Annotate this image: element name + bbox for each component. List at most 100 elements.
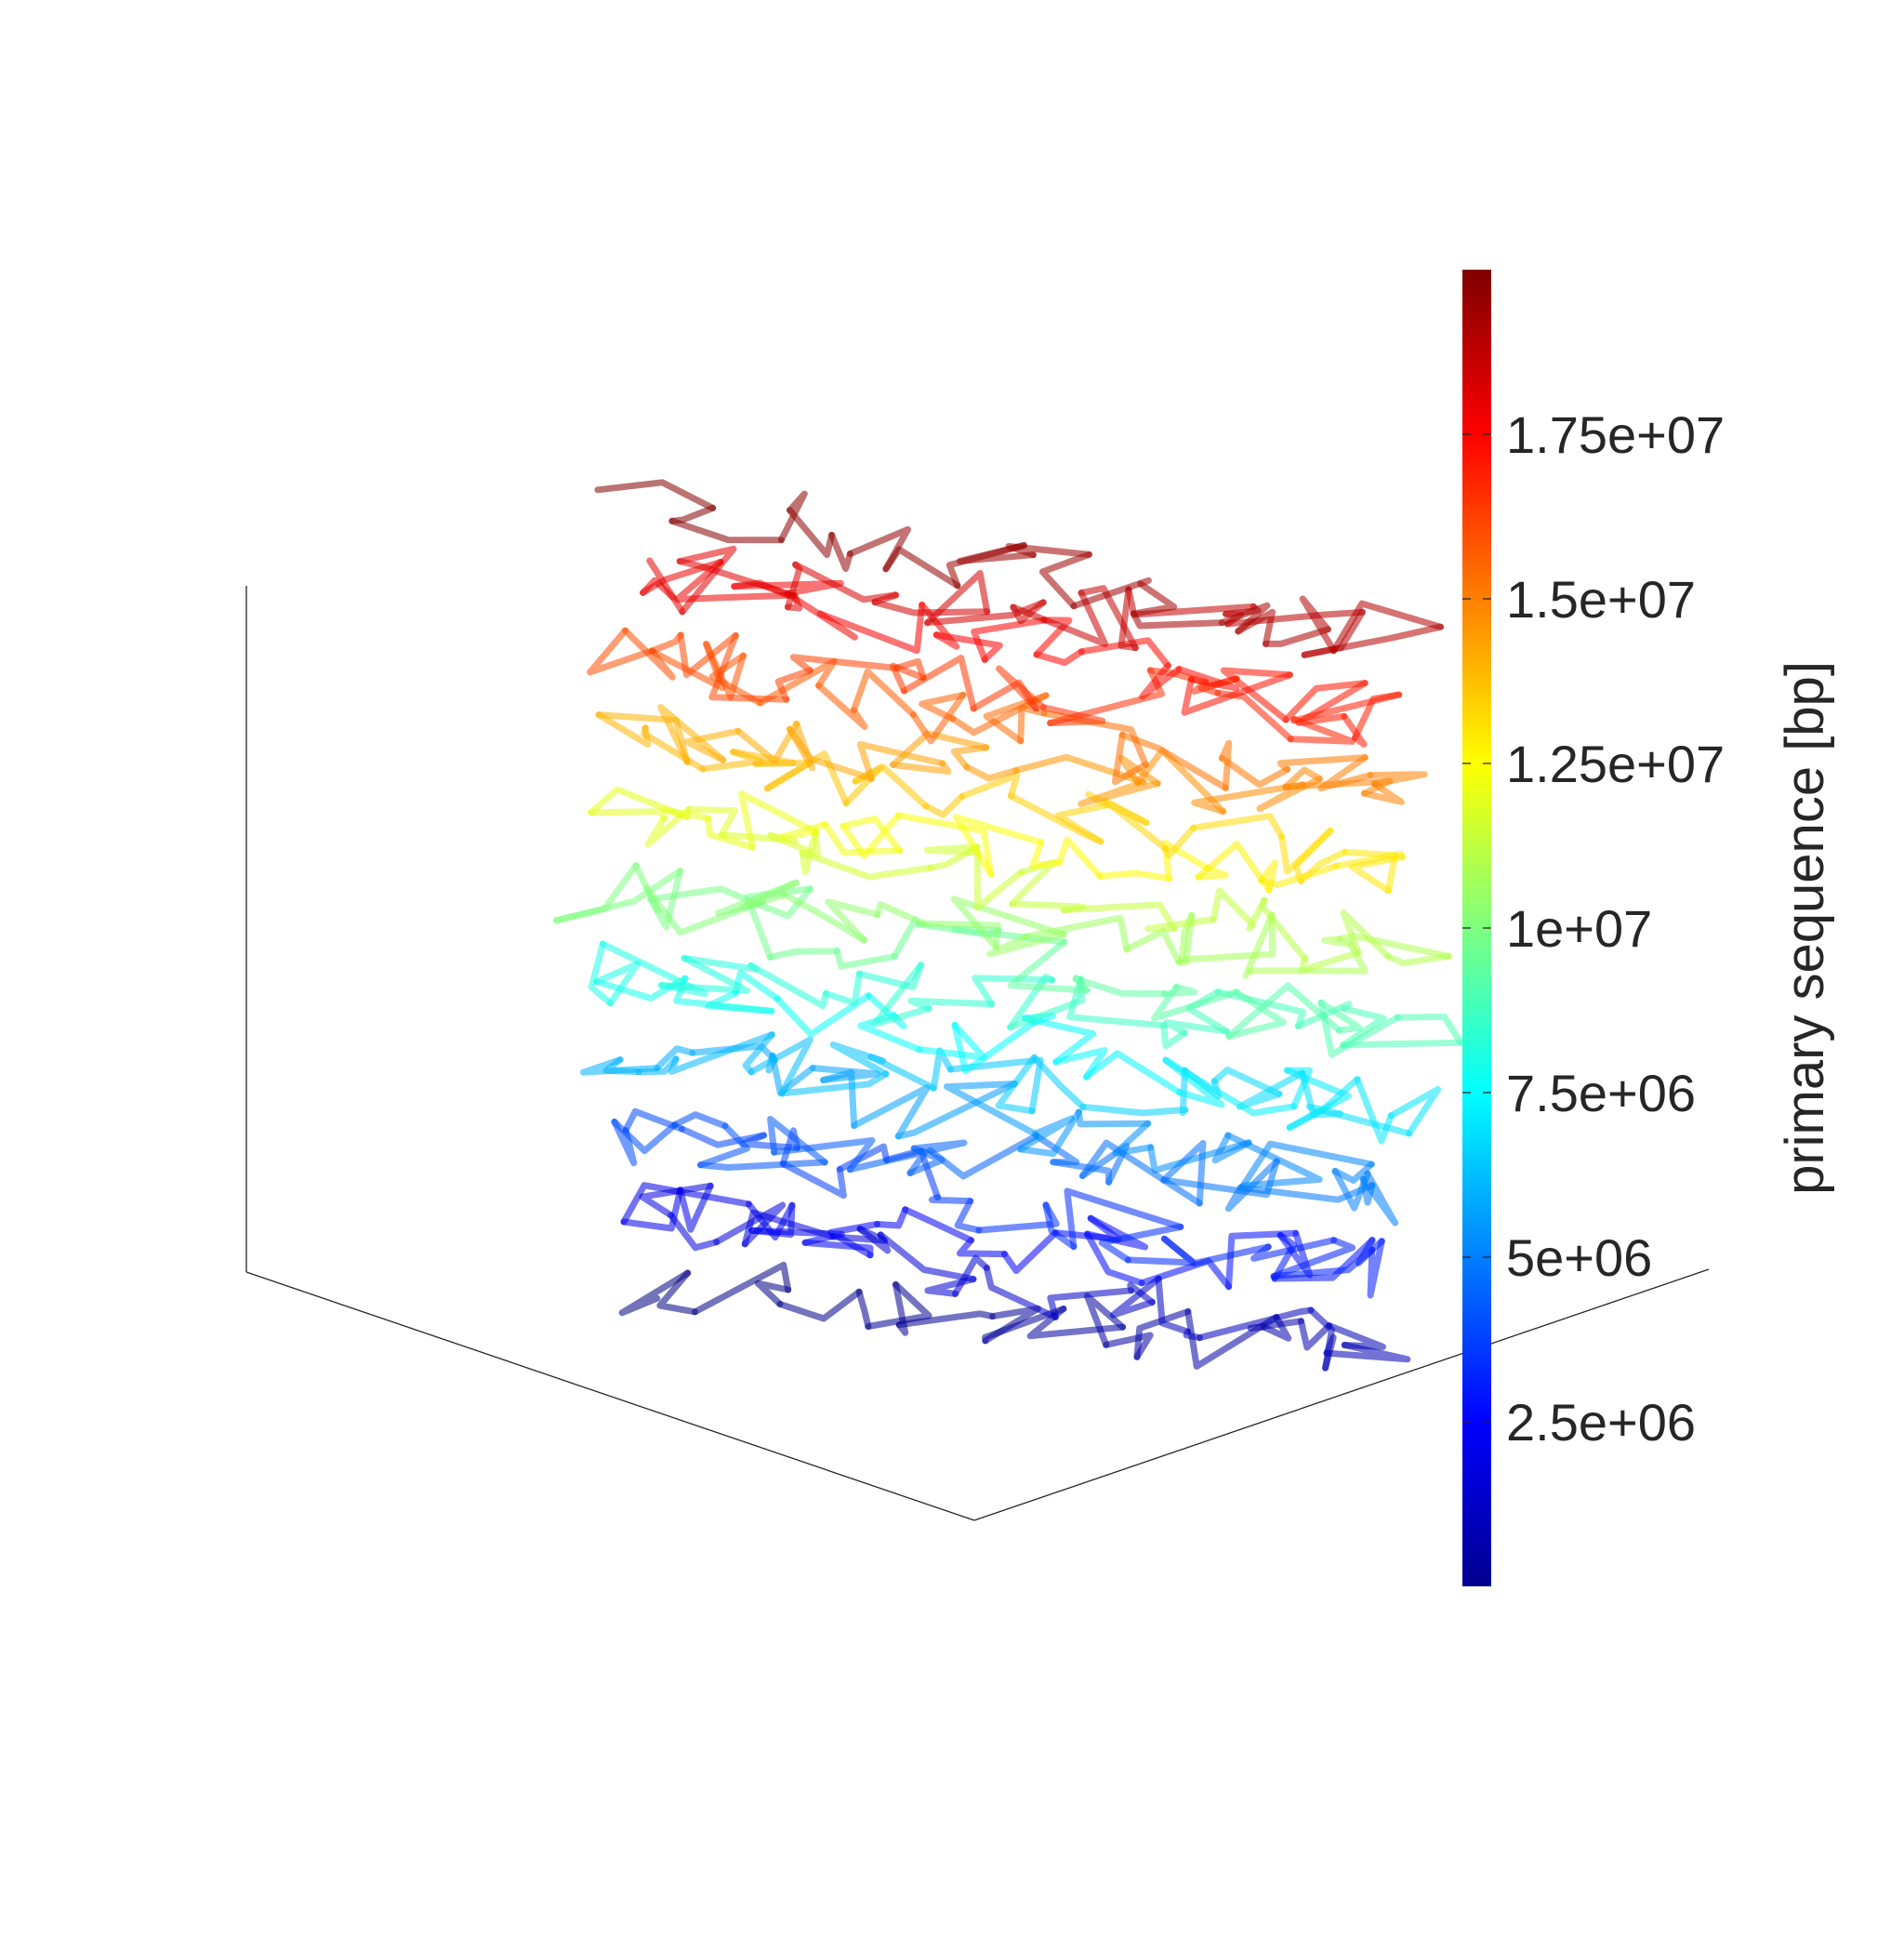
polymer-segment	[975, 1201, 1060, 1234]
polymer-segment	[708, 632, 790, 703]
polymer-segment	[855, 1288, 872, 1330]
polymer-segment	[595, 711, 652, 748]
polymer-segment	[1017, 1115, 1076, 1153]
polymer-segment	[1298, 1318, 1333, 1351]
polymer-segment	[697, 1122, 750, 1169]
polymer-segment	[920, 920, 1001, 950]
polymer-segment	[1162, 1056, 1298, 1117]
axes-frame	[245, 586, 1710, 1521]
polymer-segment	[815, 682, 868, 730]
polymer-segment	[1258, 863, 1340, 888]
polymer-segment	[1029, 839, 1063, 869]
polymer-segment	[658, 954, 751, 994]
polymer-segment	[1010, 590, 1109, 647]
polymer-segment	[1191, 781, 1306, 816]
polymer-segment	[816, 602, 926, 655]
colorbar-tick-label: 1e+07	[1506, 899, 1652, 958]
polymer-segment	[922, 792, 966, 818]
polymer-segment	[799, 828, 819, 876]
polymer-segment	[924, 1276, 977, 1297]
polymer-segment	[1109, 1275, 1162, 1319]
polymer-segment	[1070, 577, 1152, 610]
polymer-segment	[553, 862, 640, 924]
polymer-trace	[553, 479, 1464, 1372]
polymer-segment	[774, 667, 813, 703]
polymer-segment	[1160, 1022, 1188, 1050]
polymer-segment	[1112, 1120, 1155, 1157]
polymer-segment	[907, 997, 995, 1012]
polymer-segment	[949, 692, 1050, 736]
polymer-segment	[1278, 827, 1334, 875]
polymer-segment	[1021, 1014, 1097, 1066]
polymer-segment	[1196, 1306, 1315, 1342]
polymer-segment	[668, 517, 785, 544]
polymer-segment	[1270, 1238, 1385, 1280]
polymer-segment	[778, 821, 828, 841]
polymer-segment	[1323, 1342, 1411, 1363]
polymer-segment	[1147, 1139, 1252, 1174]
polymer-segment	[734, 720, 800, 764]
polymer-segment	[1225, 982, 1342, 1040]
polymer-segment	[1162, 1056, 1225, 1108]
polymer-segment	[1072, 975, 1091, 994]
polymer-segment	[909, 691, 967, 745]
polymer-segment	[825, 898, 881, 944]
polymer-segment	[1098, 1223, 1184, 1264]
polymer-segment	[602, 1056, 642, 1076]
polymer-segment	[1117, 586, 1139, 652]
polymer-segment	[1340, 1039, 1464, 1049]
polymer-segment	[699, 749, 764, 773]
polymer-segment	[1000, 1229, 1059, 1275]
polymer-segment	[1030, 1054, 1087, 1110]
colorbar-tick-label: 1.75e+07	[1506, 405, 1725, 464]
polymer-segment	[588, 940, 614, 1007]
polymer-segment	[1359, 1170, 1399, 1227]
polymer-segment	[745, 1200, 796, 1241]
polymer-segment	[677, 631, 739, 679]
polymer-segment	[1009, 900, 1086, 913]
polymer-segment	[1352, 691, 1403, 741]
polymer-segment	[1078, 637, 1171, 670]
polymer-segment	[774, 992, 872, 1038]
polymer-segment	[1130, 580, 1178, 617]
polymer-segment	[1179, 1067, 1189, 1117]
polymer-segment	[865, 1280, 932, 1330]
polymer-segment	[1144, 916, 1217, 933]
polymer-segment	[1394, 1014, 1464, 1046]
polymer-segment	[697, 1159, 828, 1171]
polymer-segment	[894, 1081, 1018, 1140]
polymer-segment	[1163, 1019, 1230, 1037]
polymer-segment	[779, 1160, 847, 1200]
polymer-segment	[822, 821, 904, 856]
polymer-segment	[1160, 1158, 1280, 1199]
polymer-segment	[833, 948, 898, 970]
colorbar-tick-label: 5e+06	[1506, 1228, 1652, 1287]
polymer-segment	[1225, 988, 1287, 1040]
polymer-segment	[1284, 1067, 1313, 1110]
polymer-segment	[718, 831, 799, 844]
polymer-segment	[1239, 1140, 1375, 1189]
colorbar-tick-label: 2.5e+06	[1506, 1393, 1696, 1452]
polymer-segment	[1072, 975, 1168, 998]
polymer-segment	[957, 1237, 1008, 1258]
polymer-segment	[1007, 938, 1091, 994]
polymer-segment	[1354, 1076, 1395, 1145]
polymer-segment	[776, 1288, 863, 1322]
polymer-segment	[620, 1182, 752, 1226]
polymer-segment	[951, 1019, 1037, 1075]
polymer-segment	[1178, 911, 1276, 963]
polymer-segment	[840, 812, 902, 859]
polymer-segment	[618, 1269, 692, 1317]
polymer-segment	[895, 1310, 996, 1329]
polymer-segment	[828, 531, 853, 572]
polymer-segment	[685, 806, 738, 839]
polymer-segment	[1103, 1332, 1154, 1360]
polymer-segment	[847, 525, 911, 573]
polymer-segment	[766, 948, 840, 961]
polymer-segment	[1295, 680, 1368, 726]
polymer-segment	[927, 843, 981, 871]
polymer-segment	[919, 691, 967, 723]
polymer-segment	[932, 631, 1003, 663]
polymer-segment	[1224, 1132, 1323, 1189]
